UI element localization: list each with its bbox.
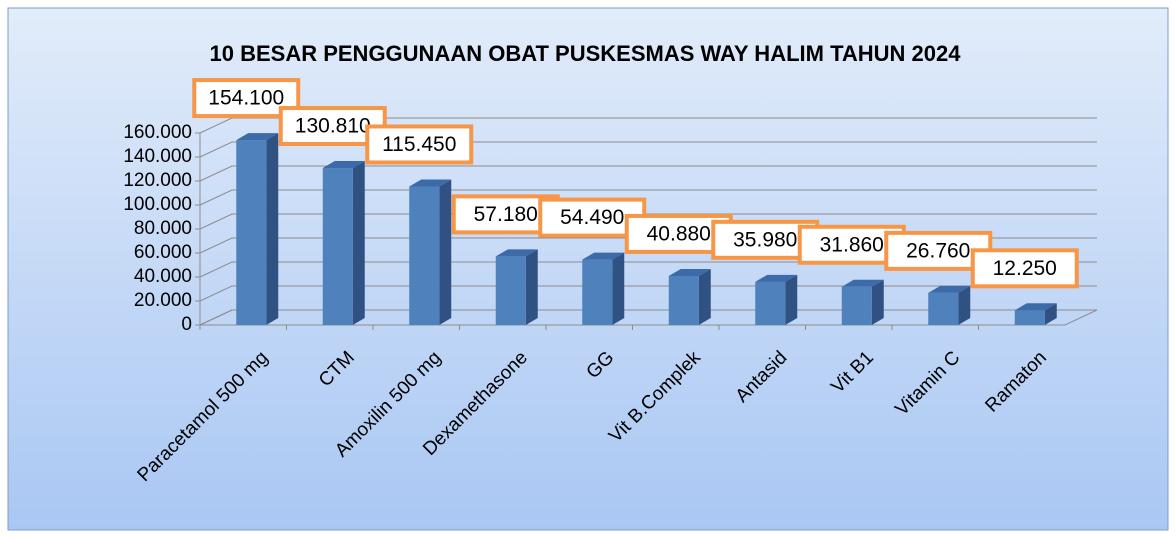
bar-top (409, 179, 452, 187)
bar (1014, 303, 1057, 325)
grid-line (199, 141, 1097, 158)
bar-side (266, 133, 279, 325)
grid-line (199, 285, 1097, 302)
bar-side (958, 285, 971, 325)
bar-front (668, 275, 699, 325)
data-label: 12.250 (993, 257, 1057, 280)
bar (668, 268, 711, 325)
bar (841, 279, 884, 325)
grid-line (199, 213, 1097, 230)
y-tick-label: 120.000 (123, 170, 192, 191)
bar-front (841, 286, 872, 325)
data-label: 115.450 (382, 133, 456, 156)
bar-side (612, 252, 625, 325)
bar (236, 133, 279, 325)
y-tick-label: 100.000 (123, 194, 192, 215)
bar (928, 285, 971, 325)
bar-side (871, 279, 884, 325)
bar-front (322, 168, 353, 325)
bar-front (755, 281, 786, 325)
grid-line (199, 309, 1097, 326)
bar-top (841, 279, 884, 287)
y-tick-label: 60.000 (134, 242, 192, 263)
grid-line (199, 189, 1097, 206)
bar-side (439, 179, 452, 325)
bar-top (495, 249, 538, 257)
bar-top (236, 133, 279, 141)
data-label-box (365, 124, 474, 165)
bar-top (322, 161, 365, 169)
data-label-box (970, 248, 1079, 289)
grid-line (199, 165, 1097, 182)
data-label: 26.760 (906, 239, 970, 262)
bar-top (1014, 303, 1057, 311)
data-label: 54.490 (560, 206, 624, 229)
bar-front (1014, 310, 1045, 325)
bar-front (928, 292, 959, 325)
bar-top (668, 268, 711, 276)
bar-front (582, 259, 613, 325)
data-label: 130.810 (295, 115, 371, 138)
grid: 0 20.000 40.000 60.000 80.000 100.000 120.000 1… (123, 117, 1098, 335)
bar-front (495, 256, 526, 325)
bar-front (409, 186, 440, 325)
y-tick-label: 80.000 (134, 218, 192, 239)
y-tick-label: 20.000 (134, 290, 192, 311)
bar (755, 274, 798, 325)
y-tick-label: 0 (181, 314, 192, 335)
data-label: 154.100 (208, 87, 284, 110)
bar (582, 252, 625, 325)
bar (495, 249, 538, 325)
chart-title: 10 BESAR PENGGUNAAN OBAT PUSKESMAS WAY H… (210, 41, 962, 66)
y-tick-label: 40.000 (134, 266, 192, 287)
data-label: 31.860 (820, 233, 884, 256)
bar-side (525, 249, 538, 325)
bar-top (582, 252, 625, 260)
bar-front (236, 140, 267, 325)
bar (409, 179, 452, 325)
bar-side (1044, 303, 1057, 325)
bar-side (698, 268, 711, 325)
data-label: 35.980 (733, 228, 797, 251)
data-label: 40.880 (647, 222, 711, 245)
bar (322, 161, 365, 325)
bar-top (755, 274, 798, 282)
bar-side (352, 161, 365, 325)
data-label: 57.180 (474, 203, 538, 226)
bar-side (785, 274, 798, 325)
y-tick-label: 160.000 (123, 122, 192, 143)
bar-top (928, 285, 971, 293)
y-tick-label: 140.000 (123, 146, 192, 167)
